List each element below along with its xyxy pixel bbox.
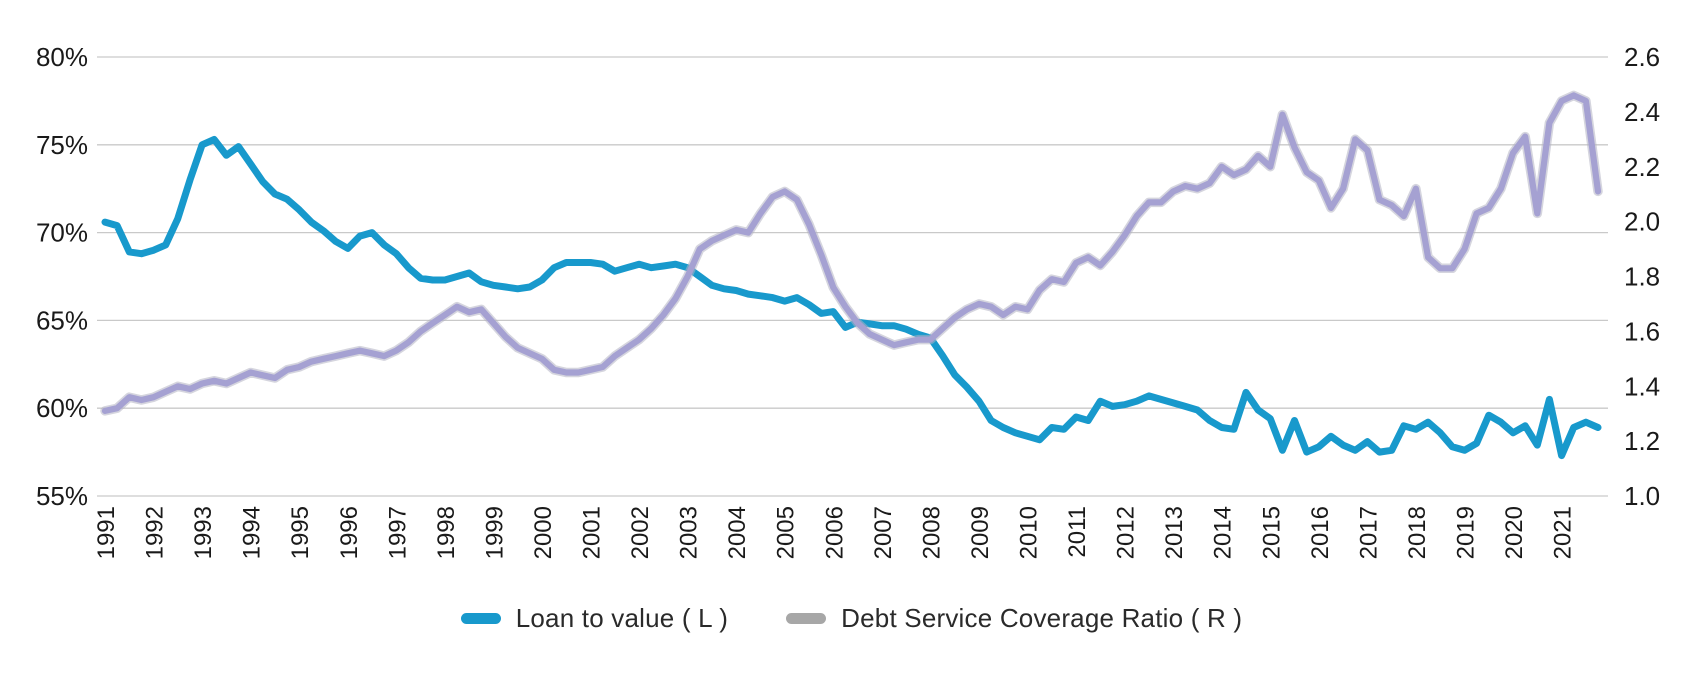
right-axis-labels-group: 2.6 2.4 2.2 2.0 1.8 1.6 1.4 1.2 1.0	[1624, 42, 1660, 511]
right-axis-tick-label: 1.0	[1624, 481, 1660, 511]
legend-item-loan-to-value: Loan to value ( L )	[460, 603, 729, 634]
x-axis-label-2012: 2012	[1113, 506, 1140, 559]
x-axis-label-2004: 2004	[724, 506, 751, 559]
x-axis-label-1994: 1994	[239, 506, 266, 559]
x-axis-label-1995: 1995	[287, 506, 314, 559]
x-axis-label-2006: 2006	[821, 506, 848, 559]
dscr-legend-label: Debt Service Coverage Ratio ( R )	[841, 603, 1243, 633]
legend-item-dscr: Debt Service Coverage Ratio ( R )	[786, 603, 1242, 634]
right-axis-tick-label: 2.6	[1624, 42, 1660, 72]
right-axis-tick-label: 2.2	[1624, 152, 1660, 182]
x-axis-label-2002: 2002	[627, 506, 654, 559]
right-axis-tick-label: 2.4	[1624, 97, 1660, 127]
loan-to-value-legend-swatch-icon	[460, 613, 501, 624]
x-axis-label-1997: 1997	[384, 506, 411, 559]
left-axis-tick-label: 75%	[36, 130, 88, 160]
left-axis-tick-label: 70%	[36, 218, 88, 248]
dscr-legend-swatch-icon	[786, 613, 827, 624]
x-axis-label-2000: 2000	[530, 506, 557, 559]
chart-plot-area: 80% 75% 70% 65% 60% 55% 2.6 2.4 2.2 2.0 1.8 1.6 1.4…	[36, 42, 1660, 559]
gridlines-group	[97, 56, 1608, 497]
dscr-line	[101, 92, 1602, 414]
x-axis-label-2017: 2017	[1355, 506, 1382, 559]
x-axis-label-2007: 2007	[870, 506, 897, 559]
loan-to-value-line	[101, 136, 1602, 460]
x-axis-label-2014: 2014	[1210, 506, 1237, 559]
x-axis-label-2011: 2011	[1064, 506, 1091, 558]
x-axis-label-2018: 2018	[1404, 506, 1431, 559]
x-axis-label-1998: 1998	[433, 506, 460, 559]
right-axis-tick-label: 1.6	[1624, 316, 1660, 346]
left-axis-tick-label: 60%	[36, 393, 88, 423]
left-axis-tick-label: 65%	[36, 305, 88, 335]
x-axis-label-2005: 2005	[773, 506, 800, 559]
x-axis-label-2001: 2001	[579, 506, 606, 559]
loan-to-value-legend-label: Loan to value ( L )	[515, 603, 729, 633]
x-axis-label-1996: 1996	[336, 506, 363, 559]
dscr-line-halo	[100, 90, 1603, 416]
left-axis-tick-label: 80%	[36, 42, 88, 72]
x-axis-label-2008: 2008	[918, 506, 945, 559]
right-axis-tick-label: 1.8	[1624, 262, 1660, 292]
x-axis-label-2003: 2003	[676, 506, 703, 559]
series-lines-group	[100, 90, 1603, 460]
right-axis-tick-label: 1.2	[1624, 426, 1660, 456]
right-axis-tick-label: 2.0	[1624, 207, 1660, 237]
x-axis-label-2009: 2009	[967, 506, 994, 559]
x-axis-labels-group: 1991 1992 1993 1994 1995 1996 1997 1998 1999 2000…	[93, 506, 1577, 559]
x-axis-label-2013: 2013	[1161, 506, 1188, 559]
x-axis-label-2016: 2016	[1307, 506, 1334, 559]
x-axis-label-2015: 2015	[1258, 506, 1285, 559]
x-axis-label-2021: 2021	[1550, 506, 1577, 559]
x-axis-label-1999: 1999	[481, 506, 508, 559]
x-axis-label-2010: 2010	[1016, 506, 1043, 559]
x-axis-label-1993: 1993	[190, 506, 217, 559]
left-axis-tick-label: 55%	[36, 481, 88, 511]
x-axis-label-2019: 2019	[1453, 506, 1480, 559]
x-axis-label-1991: 1991	[93, 506, 120, 559]
right-axis-tick-label: 1.4	[1624, 371, 1660, 401]
left-axis-labels-group: 80% 75% 70% 65% 60% 55%	[36, 42, 88, 511]
x-axis-label-2020: 2020	[1501, 506, 1528, 559]
x-axis-label-1992: 1992	[142, 506, 169, 559]
chart-legend: Loan to value ( L ) Debt Service Coverag…	[0, 603, 1703, 634]
